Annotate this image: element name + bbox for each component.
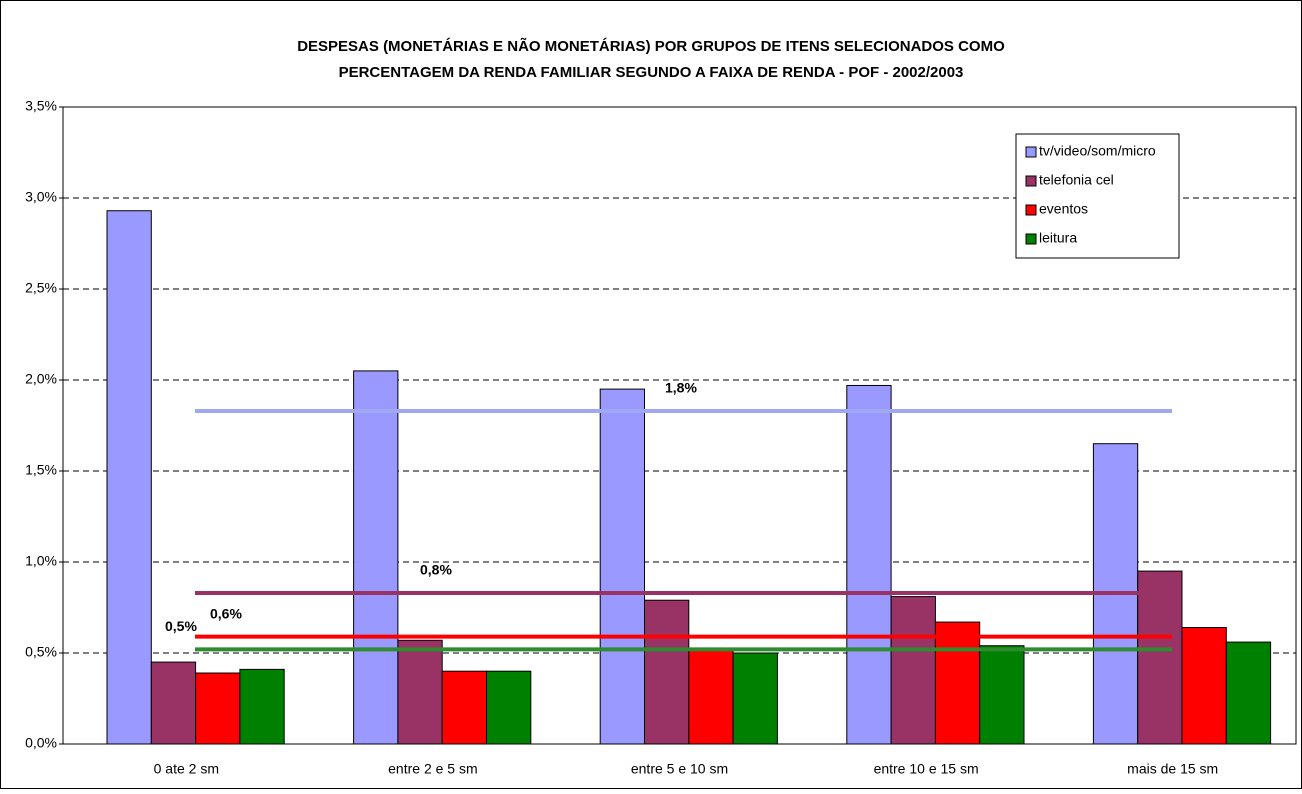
x-tick-label: entre 2 e 5 sm — [388, 761, 478, 777]
y-tick-label: 3,5% — [25, 98, 57, 114]
x-tick-label: 0 ate 2 sm — [154, 761, 219, 777]
x-tick-label: entre 5 e 10 sm — [631, 761, 728, 777]
legend-label: leitura — [1039, 230, 1077, 246]
chart-title: DESPESAS (MONETÁRIAS E NÃO MONETÁRIAS) P… — [297, 37, 1005, 55]
y-tick-label: 1,5% — [25, 462, 57, 478]
legend-swatch — [1025, 146, 1037, 158]
bar — [397, 639, 443, 745]
legend-swatch — [1025, 204, 1037, 216]
bar — [732, 652, 778, 745]
bar — [846, 384, 892, 745]
average-label: 0,5% — [165, 618, 197, 634]
bar — [979, 645, 1025, 745]
chart-title: PERCENTAGEM DA RENDA FAMILIAR SEGUNDO A … — [339, 64, 964, 81]
bar — [239, 668, 285, 745]
bar — [599, 388, 646, 745]
average-label: 0,8% — [420, 562, 452, 578]
legend-label: tv/video/som/micro — [1039, 143, 1156, 159]
bar — [1137, 570, 1183, 745]
y-tick-label: 1,0% — [25, 553, 57, 569]
x-tick-label: entre 10 e 15 sm — [874, 761, 979, 777]
legend-swatch — [1025, 233, 1037, 245]
legend-label: eventos — [1039, 201, 1088, 217]
average-label: 0,6% — [210, 605, 242, 621]
bar — [353, 370, 399, 745]
legend-box — [1015, 133, 1180, 259]
average-label: 1,8% — [665, 380, 697, 396]
bar — [441, 670, 488, 745]
bar — [486, 670, 532, 745]
y-tick-label: 2,0% — [25, 371, 57, 387]
bar — [1225, 641, 1272, 745]
legend-label: telefonia cel — [1039, 172, 1114, 188]
bar — [1181, 627, 1227, 745]
bar — [644, 599, 690, 745]
bar — [934, 621, 981, 745]
bar — [890, 596, 936, 745]
y-tick-label: 0,5% — [25, 644, 57, 660]
bar — [150, 661, 197, 745]
y-tick-label: 0,0% — [25, 735, 57, 751]
x-tick-label: mais de 15 sm — [1127, 761, 1218, 777]
y-tick-label: 2,5% — [25, 280, 57, 296]
bar — [106, 210, 152, 745]
y-tick-label: 3,0% — [25, 189, 57, 205]
legend-swatch — [1025, 175, 1037, 187]
bar — [195, 672, 241, 745]
bar — [688, 648, 734, 745]
